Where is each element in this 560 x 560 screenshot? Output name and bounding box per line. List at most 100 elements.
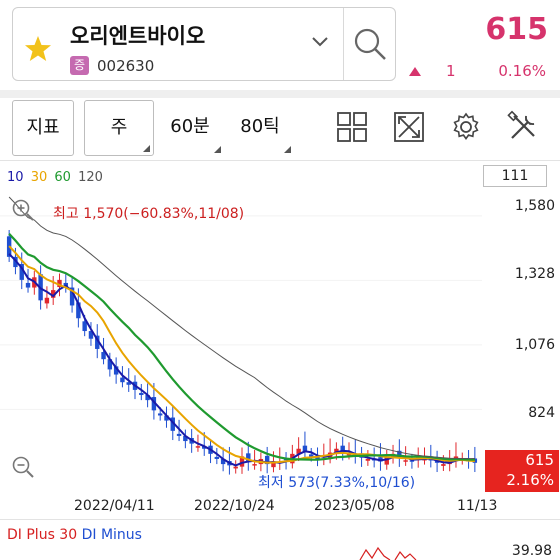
x-tick-label: 2022/04/11 (74, 498, 155, 514)
candle (233, 466, 238, 469)
x-tick-label: 11/13 (457, 498, 498, 514)
y-tick-label: 1,328 (514, 266, 555, 282)
divider (343, 8, 344, 80)
tools-icon[interactable] (506, 110, 540, 144)
indicator-value: 39.98 (511, 543, 552, 559)
x-tick-label: 2022/10/24 (194, 498, 275, 514)
chevron-down-icon[interactable] (311, 36, 329, 48)
candle (264, 455, 270, 465)
candle (151, 397, 157, 411)
ma-120-line (8, 196, 475, 460)
candle (334, 448, 339, 453)
candle (88, 331, 94, 339)
current-price-tag-value: 615 (525, 451, 554, 469)
ma-10-label: 10 (7, 170, 24, 185)
tick-period-button[interactable]: 80틱 (226, 100, 294, 156)
candle (157, 413, 163, 416)
favorite-star-icon[interactable] (23, 34, 53, 64)
indicator-divider (0, 519, 560, 520)
x-tick-label: 2023/05/08 (314, 498, 395, 514)
dropdown-corner-icon (143, 145, 150, 152)
candle (428, 458, 434, 461)
candle (252, 464, 257, 466)
price-change-percent: 0.16% (498, 62, 546, 80)
high-price-annotation: 최고 1,570(−60.83%,11/08) (53, 206, 245, 222)
dropdown-corner-icon (284, 146, 291, 153)
zoom-in-icon[interactable] (11, 198, 35, 222)
ma-30-line (8, 245, 475, 464)
candle (50, 290, 56, 298)
y-tick-label: 824 (528, 405, 555, 421)
candle (170, 417, 175, 431)
ma-60-label: 60 (54, 170, 71, 185)
candle (69, 287, 75, 306)
candle (120, 377, 125, 383)
ma-30-label: 30 (30, 170, 48, 185)
candle (195, 446, 201, 448)
candle (453, 456, 459, 459)
low-price-annotation: 최저 573(7.33%,10/16) (258, 475, 416, 491)
candle (25, 282, 31, 288)
candle (183, 435, 188, 442)
candle (397, 450, 402, 458)
moving-average-legend: 10 30 60 120 (7, 170, 106, 185)
current-price: 615 (485, 12, 548, 47)
di-plus-label: DI Plus 30 (7, 527, 78, 543)
candle (220, 458, 226, 465)
candle (271, 462, 276, 468)
candle (340, 445, 345, 452)
price-change: 1 (446, 62, 456, 80)
candle (139, 392, 144, 396)
current-pct-tag-value: 2.16% (506, 471, 554, 489)
expand-icon[interactable] (392, 110, 426, 144)
candle (44, 297, 50, 304)
candle (296, 448, 301, 454)
candle (346, 453, 352, 456)
ma-60-line (8, 233, 475, 461)
candle (145, 395, 150, 401)
tick-label: 80틱 (240, 116, 280, 137)
candle (384, 456, 389, 465)
candle (441, 464, 446, 466)
stock-selector[interactable]: 오리엔트바이오 증 002630 (12, 7, 396, 81)
minute-label: 60분 (170, 116, 210, 137)
market-badge: 증 (70, 56, 89, 75)
settings-gear-icon[interactable] (449, 110, 483, 144)
candle (19, 264, 24, 280)
minute-period-button[interactable]: 60분 (156, 100, 224, 156)
y-tick-label: 1,580 (514, 198, 555, 214)
period-weekly-button[interactable]: 주 (84, 100, 154, 156)
candle (302, 445, 308, 452)
section-divider (0, 90, 560, 98)
zoom-out-icon[interactable] (11, 455, 35, 479)
indicator-title: DI Plus 30 DI Minus (7, 527, 142, 543)
price-chart[interactable] (0, 190, 560, 490)
ma-10-line (8, 253, 476, 467)
candle (82, 321, 87, 332)
visible-candle-count[interactable]: 111 (483, 165, 547, 187)
candle (239, 456, 245, 467)
ma-120-label: 120 (78, 170, 103, 185)
candle (202, 446, 207, 449)
candle (126, 382, 131, 385)
toolbar-divider (0, 160, 560, 161)
grid-icon[interactable] (335, 110, 369, 144)
period-label: 주 (110, 117, 128, 138)
indicator-button[interactable]: 지표 (12, 100, 74, 156)
stock-name: 오리엔트바이오 (70, 24, 206, 48)
candle (309, 454, 314, 457)
candle (76, 302, 81, 319)
candle (101, 352, 106, 360)
candle (403, 460, 408, 462)
search-icon[interactable] (349, 23, 391, 65)
candle (107, 359, 113, 370)
candle (365, 458, 371, 461)
candle (95, 335, 100, 349)
di-minus-label: DI Minus (81, 527, 142, 543)
candle (164, 415, 169, 421)
candle (246, 453, 251, 462)
candle (409, 460, 415, 462)
stock-code: 002630 (97, 57, 155, 75)
y-tick-label: 1,076 (514, 337, 555, 353)
candle (176, 433, 182, 436)
